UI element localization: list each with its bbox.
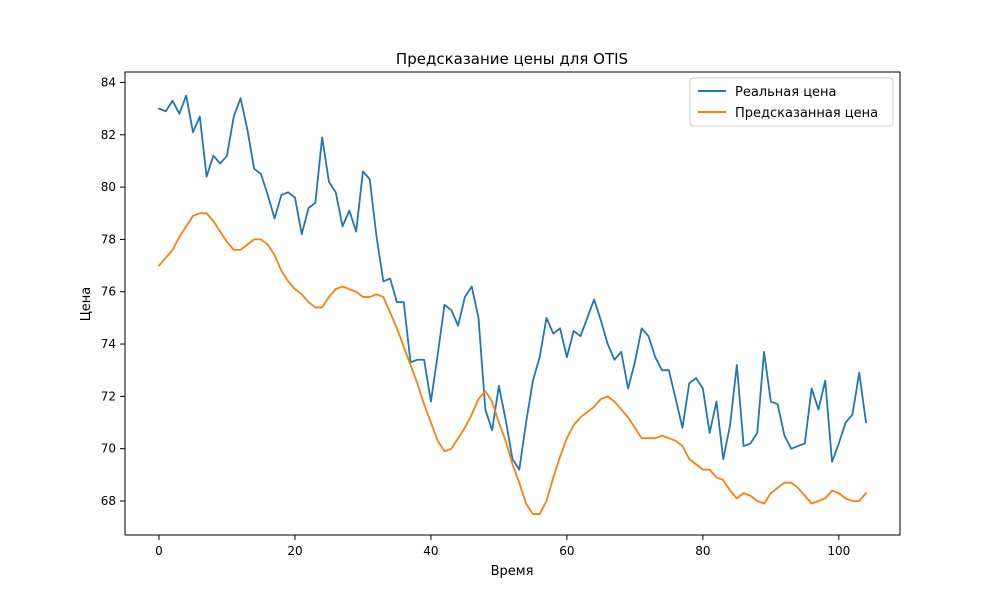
- y-tick-label: 72: [101, 389, 116, 403]
- chart-title: Предсказание цены для OTIS: [396, 50, 628, 68]
- y-axis-label: Цена: [79, 287, 94, 322]
- series-layer: [158, 94, 867, 515]
- y-tick-label: 80: [101, 180, 116, 194]
- y-tick-label: 76: [101, 285, 116, 299]
- plot-frame: [124, 71, 901, 536]
- x-tick-label: 100: [827, 544, 850, 558]
- series-line-predicted-price: [158, 212, 867, 515]
- series-line-real-price: [158, 94, 867, 471]
- x-tick-label: 20: [287, 544, 302, 558]
- y-axis-ticks: 68 70 72 74 76 78 80 82 84: [101, 75, 125, 508]
- y-tick-label: 68: [101, 494, 116, 508]
- x-axis-label: Время: [491, 564, 534, 579]
- x-tick-label: 40: [423, 544, 438, 558]
- legend: Реальная цена Предсказанная цена: [689, 77, 894, 127]
- x-tick-label: 80: [695, 544, 710, 558]
- legend-label-real-price: Реальная цена: [735, 85, 837, 100]
- y-tick-label: 84: [101, 75, 116, 89]
- y-tick-label: 82: [101, 128, 116, 142]
- legend-box: [689, 77, 894, 127]
- x-tick-label: 0: [155, 544, 163, 558]
- y-tick-label: 74: [101, 337, 116, 351]
- x-axis-ticks: 0 20 40 60 80 100: [155, 535, 850, 558]
- y-tick-label: 78: [101, 232, 116, 246]
- plot-area: 0 20 40 60 80 100 68 70 72 74 76 78 80 82 84: [101, 71, 901, 558]
- y-tick-label: 70: [101, 442, 116, 456]
- legend-label-predicted-price: Предсказанная цена: [735, 106, 878, 121]
- x-tick-label: 60: [559, 544, 574, 558]
